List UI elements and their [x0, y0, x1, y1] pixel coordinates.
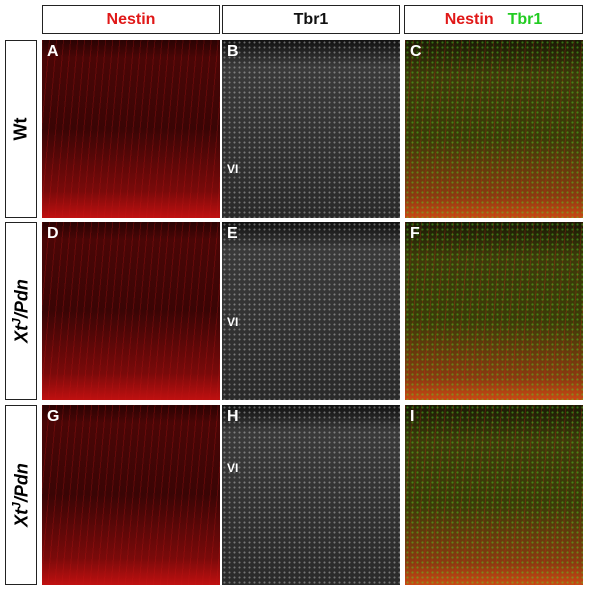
label-base: Xt [11, 324, 32, 343]
layer-label: VI [227, 315, 239, 329]
label-base: Xt [11, 508, 32, 527]
row-label: XtJ/Pdn [5, 222, 37, 400]
image-panel: F [405, 222, 583, 400]
label-suffix: /Pdn [11, 463, 32, 503]
image-panel: H VI [222, 405, 400, 585]
row-label: XtJ/Pdn [5, 405, 37, 585]
image-panel: B VI [222, 40, 400, 218]
panel-letter: H [227, 408, 239, 425]
row-label-text: XtJ/Pdn [10, 279, 33, 343]
panel-letter: F [410, 225, 420, 242]
panel-letter: I [410, 408, 415, 425]
image-panel: C [405, 40, 583, 218]
column-header: Nestin Tbr1 [404, 5, 583, 34]
label-sup: J [9, 502, 24, 509]
layer-label: VI [227, 461, 239, 475]
panel-letter: A [47, 43, 59, 60]
row-label-text: XtJ/Pdn [10, 463, 33, 527]
image-panel: A [42, 40, 220, 218]
label-sup: J [9, 318, 24, 325]
row-label-text: Wt [10, 117, 31, 141]
row-label: Wt [5, 40, 37, 218]
label-suffix: /Pdn [11, 279, 32, 319]
layer-label: VI [227, 162, 239, 176]
panel-letter: B [227, 43, 239, 60]
panel-letter: E [227, 225, 238, 242]
image-panel: G [42, 405, 220, 585]
image-panel: D [42, 222, 220, 400]
header-part: Nestin [444, 10, 494, 28]
header-part: Tbr1 [507, 10, 543, 28]
panel-letter: G [47, 408, 60, 425]
panel-letter: D [47, 225, 59, 242]
image-panel: E VI [222, 222, 400, 400]
image-panel: I [405, 405, 583, 585]
column-header: Tbr1 [222, 5, 400, 34]
panel-letter: C [410, 43, 422, 60]
column-header: Nestin [42, 5, 220, 34]
